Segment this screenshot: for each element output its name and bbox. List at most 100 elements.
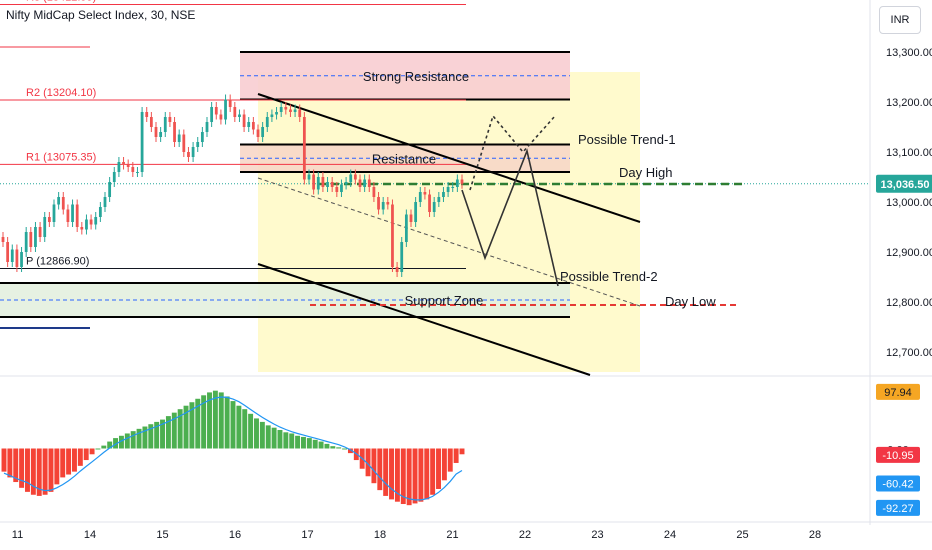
histogram-bar-19 bbox=[113, 438, 119, 449]
possible-trend-1-path bbox=[469, 114, 556, 191]
candle-body-20 bbox=[94, 217, 98, 225]
osc-badge-label-3: -92.27 bbox=[882, 503, 913, 515]
candle-body-91 bbox=[423, 192, 427, 195]
pivot-label-bg-1 bbox=[24, 85, 108, 98]
candle-body-32 bbox=[149, 117, 153, 127]
candle-body-19 bbox=[89, 219, 93, 225]
chart-title: Nifty MidCap Select Index, 30, NSE bbox=[6, 8, 196, 22]
candle-body-64 bbox=[298, 109, 302, 117]
candle-body-90 bbox=[418, 192, 422, 202]
candle-body-36 bbox=[168, 117, 172, 122]
histogram-bar-41 bbox=[242, 409, 248, 449]
candle-body-96 bbox=[446, 187, 450, 192]
price-tick-label-3: 13,000.00 bbox=[886, 197, 932, 209]
candle-body-46 bbox=[214, 107, 218, 115]
histogram-bar-34 bbox=[201, 395, 207, 449]
candle-body-86 bbox=[400, 242, 404, 272]
candle-body-63 bbox=[293, 109, 297, 112]
histogram-bar-25 bbox=[148, 424, 154, 449]
histogram-bar-37 bbox=[218, 392, 224, 449]
candle-body-34 bbox=[159, 132, 163, 137]
price-tick-label-4: 12,900.00 bbox=[886, 247, 932, 259]
candle-body-50 bbox=[233, 107, 237, 117]
time-tick-label-2: 15 bbox=[156, 529, 168, 541]
osc-badge-1 bbox=[876, 446, 920, 463]
candle-body-51 bbox=[238, 114, 241, 117]
candle-body-72 bbox=[335, 187, 339, 192]
pivot-label-0: R3 (13412.55) bbox=[26, 0, 96, 4]
histogram-bar-18 bbox=[107, 441, 113, 449]
candle-body-15 bbox=[71, 204, 74, 222]
time-tick-label-8: 23 bbox=[591, 529, 603, 541]
histogram-bar-20 bbox=[118, 435, 124, 449]
candle-body-53 bbox=[247, 122, 251, 127]
candle-body-94 bbox=[437, 197, 441, 202]
price-tick-label-2: 13,100.00 bbox=[886, 147, 932, 159]
candle-body-38 bbox=[177, 134, 181, 142]
candle-body-60 bbox=[279, 107, 283, 112]
histogram-bar-69 bbox=[406, 448, 412, 506]
candle-body-98 bbox=[455, 179, 459, 187]
candle-body-2 bbox=[10, 249, 14, 262]
candle-body-71 bbox=[330, 182, 334, 187]
time-tick-label-9: 24 bbox=[664, 529, 676, 541]
histogram-bar-64 bbox=[377, 448, 383, 491]
histogram-bar-73 bbox=[430, 448, 436, 495]
pivot-label-bg-0 bbox=[24, 0, 108, 3]
price-tick-label-0: 13,300.00 bbox=[886, 47, 932, 59]
histogram-bar-53 bbox=[312, 439, 318, 449]
histogram-bar-55 bbox=[324, 443, 330, 449]
histogram-bar-78 bbox=[459, 448, 465, 455]
candle-body-70 bbox=[326, 182, 329, 187]
candle-body-84 bbox=[391, 204, 394, 267]
candle-body-67 bbox=[312, 174, 316, 190]
candle-body-82 bbox=[381, 202, 385, 210]
candle-body-92 bbox=[428, 194, 431, 212]
time-tick-label-7: 22 bbox=[519, 529, 531, 541]
histogram-bar-10 bbox=[60, 448, 66, 478]
time-tick-label-3: 16 bbox=[229, 529, 241, 541]
price-tick-label-6: 12,700.00 bbox=[886, 347, 932, 359]
candle-body-78 bbox=[363, 179, 367, 187]
osc-badge-label-1: -10.95 bbox=[882, 450, 913, 462]
histogram-bar-15 bbox=[89, 448, 95, 455]
candle-body-33 bbox=[154, 127, 158, 137]
histogram-bar-8 bbox=[48, 448, 54, 492]
candle-body-44 bbox=[205, 122, 209, 132]
histogram-bar-58 bbox=[342, 448, 348, 450]
histogram-bar-42 bbox=[248, 413, 254, 449]
histogram-bar-43 bbox=[254, 418, 259, 449]
histogram-bar-2 bbox=[13, 448, 19, 483]
histogram-bar-75 bbox=[441, 448, 447, 481]
histogram-bar-28 bbox=[165, 416, 171, 449]
histogram-bar-52 bbox=[306, 438, 312, 449]
candle-body-29 bbox=[136, 172, 139, 173]
histogram-bar-35 bbox=[207, 392, 212, 449]
candle-body-54 bbox=[251, 122, 255, 130]
osc-badge-label-2: -60.42 bbox=[882, 478, 913, 490]
currency-button[interactable]: INR bbox=[879, 6, 921, 34]
candle-body-42 bbox=[196, 142, 200, 147]
pivot-label-2: R1 (13075.35) bbox=[26, 151, 96, 163]
candle-body-83 bbox=[386, 202, 390, 205]
price-tick-label-5: 12,800.00 bbox=[886, 297, 932, 309]
histogram-bar-13 bbox=[77, 448, 83, 466]
histogram-bar-4 bbox=[25, 448, 30, 492]
candle-body-47 bbox=[219, 114, 223, 120]
histogram-bar-24 bbox=[142, 426, 148, 449]
candle-body-75 bbox=[349, 174, 353, 182]
candle-body-27 bbox=[126, 164, 130, 167]
candle-body-9 bbox=[43, 217, 47, 237]
candle-body-74 bbox=[344, 182, 348, 185]
time-tick-label-5: 18 bbox=[374, 529, 386, 541]
candle-body-1 bbox=[6, 242, 10, 262]
candle-body-28 bbox=[131, 167, 135, 172]
candle-body-43 bbox=[200, 132, 204, 142]
candle-body-37 bbox=[173, 122, 176, 142]
pivot-label-1: R2 (13204.10) bbox=[26, 87, 96, 99]
candle-body-30 bbox=[140, 112, 144, 172]
candle-body-24 bbox=[112, 172, 116, 182]
candle-body-35 bbox=[163, 117, 167, 132]
candle-body-3 bbox=[15, 249, 19, 267]
